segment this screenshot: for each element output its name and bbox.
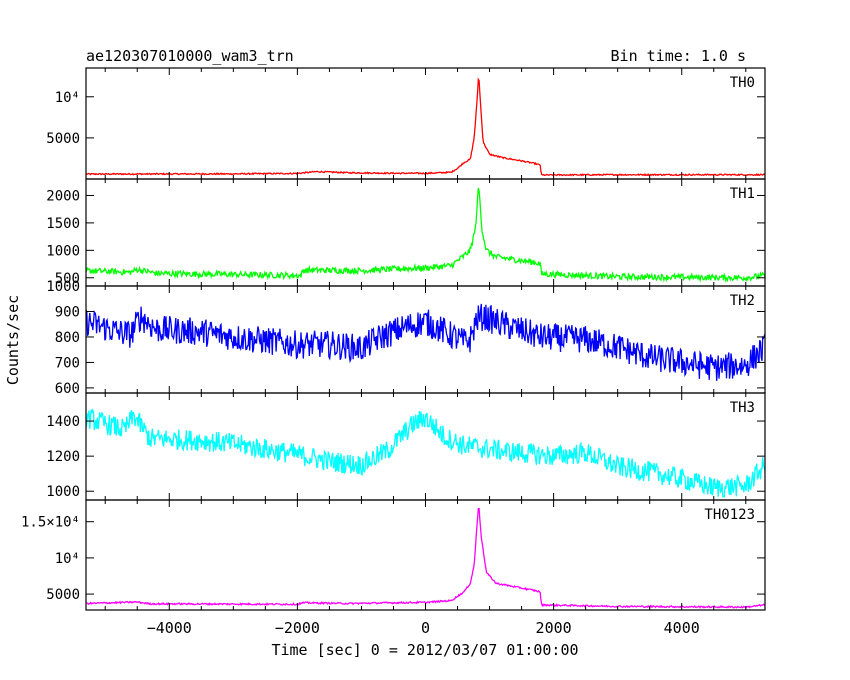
x-tick-labels: −4000 −2000 0 2000 4000 [147,619,700,637]
y-tick-label: 5000 [46,587,80,603]
y-axis-label: Counts/sec [4,295,22,385]
panel-th0123: 5000 10⁴ 1.5×10⁴ TH0123 [21,499,766,611]
y-tick-label: 1000 [46,484,80,500]
x-tick-label: −4000 [147,619,192,637]
x-tick-label: 0 [421,619,430,637]
y-tick-label: 2000 [46,188,80,204]
panel-th3: 1000 1200 1400 TH3 [46,392,766,501]
y-tick-label: 1000 [46,279,80,295]
y-tick-label: 10⁴ [55,90,80,106]
panel-frame [85,178,766,287]
panel-th0: 5000 10⁴ TH0 [46,67,766,180]
y-tick-label: 800 [55,330,80,346]
y-tick-label: 5000 [46,131,80,147]
series-line-th2 [86,303,765,381]
y-tick-label: 900 [55,304,80,320]
series-line-th0 [86,77,765,177]
y-tick-label: 10⁴ [55,551,80,567]
panel-name-label: TH2 [730,293,755,309]
chart-title: ae120307010000_wam3_trn [86,47,294,65]
panel-th2: 600 700 800 900 1000 TH2 [46,279,766,397]
y-tick-label: 1.5×10⁴ [21,515,80,531]
y-tick-label: 1500 [46,216,80,232]
panel-frame [85,67,766,180]
y-tick-label: 1400 [46,414,80,430]
series-line-th0123 [86,508,765,609]
bin-time-label: Bin time: 1.0 s [611,47,746,65]
panel-frame [85,499,766,611]
y-tick-label: 1000 [46,243,80,259]
y-tick-label: 700 [55,355,80,371]
x-axis-label: Time [sec] 0 = 2012/03/07 01:00:00 [271,641,578,659]
y-tick-label: 1200 [46,449,80,465]
series-line-th1 [86,187,765,284]
panel-name-label: TH3 [730,400,755,416]
y-tick-label: 500 [55,271,80,287]
panel-name-label: TH0 [730,75,755,91]
panel-th1: 500 1000 1500 2000 TH1 [46,178,766,287]
y-tick-label: 600 [55,381,80,397]
x-tick-label: 4000 [664,619,700,637]
x-tick-label: 2000 [536,619,572,637]
panel-name-label: TH0123 [704,507,755,523]
x-tick-label: −2000 [275,619,320,637]
series-line-th3 [86,408,765,498]
panel-name-label: TH1 [730,186,755,202]
